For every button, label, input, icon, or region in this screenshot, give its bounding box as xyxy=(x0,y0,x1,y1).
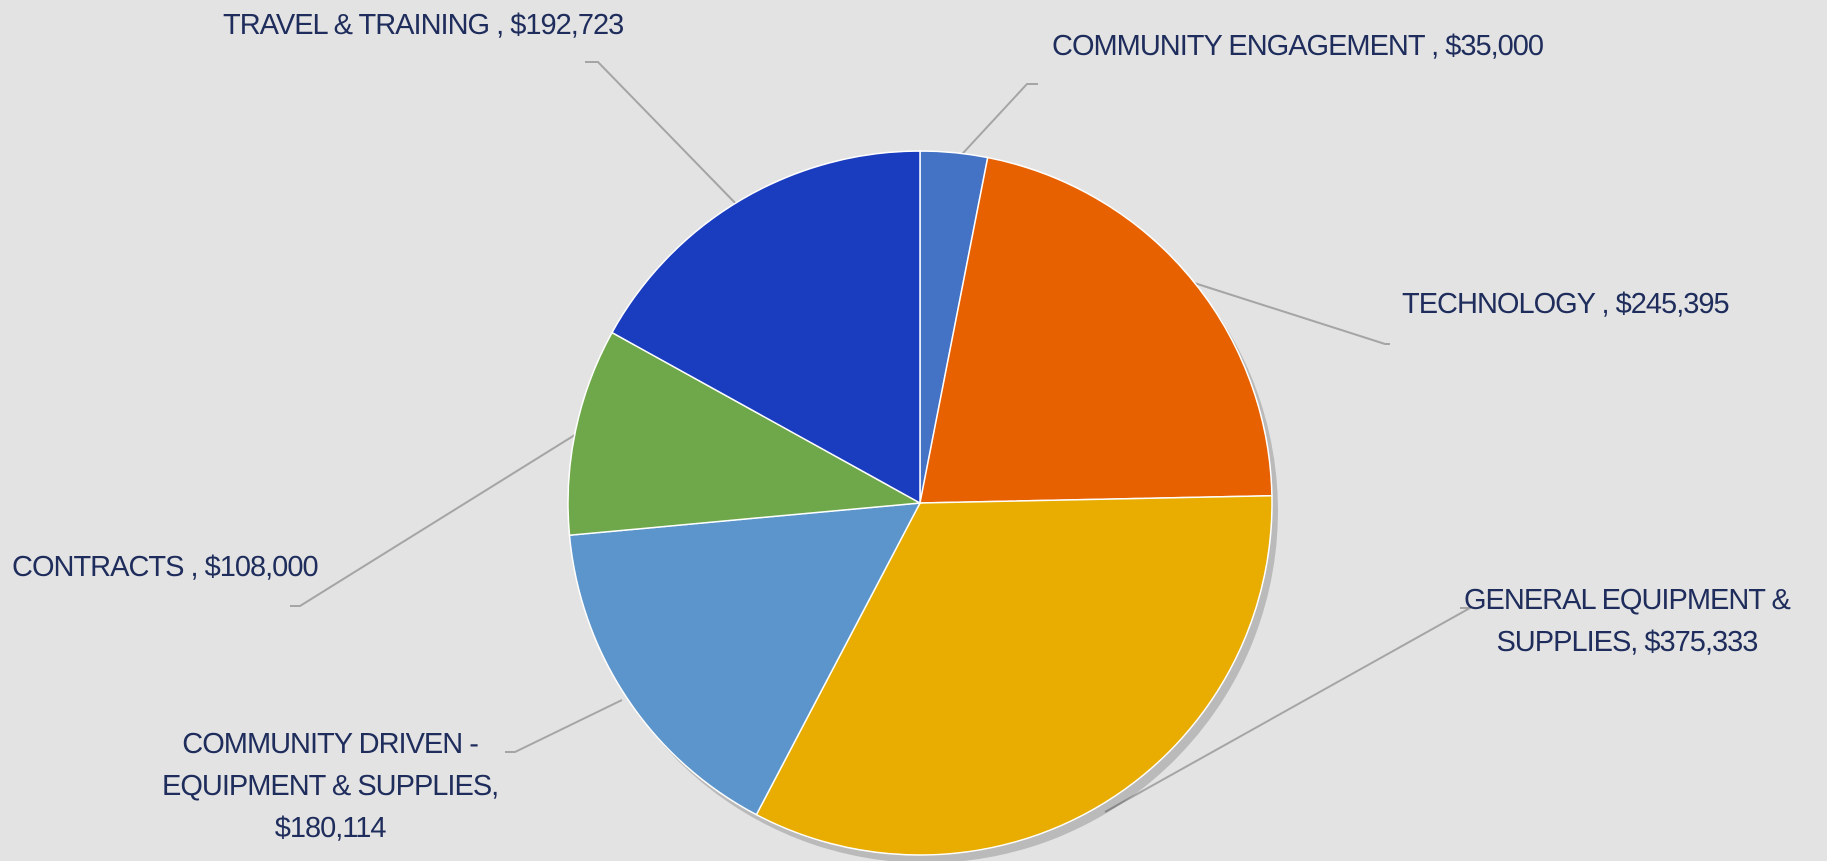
label-line: COMMUNITY ENGAGEMENT , $35,000 xyxy=(1052,30,1544,62)
leader-line xyxy=(290,432,579,607)
slice-travel-training xyxy=(610,150,921,505)
slice-contracts xyxy=(567,331,923,537)
slice-general-equipment xyxy=(755,494,1273,856)
leader-line xyxy=(951,83,1038,166)
label-technology: TECHNOLOGY , $245,395 xyxy=(1402,283,1730,325)
label-contracts: CONTRACTS , $108,000 xyxy=(12,546,319,588)
leader-line xyxy=(585,61,743,211)
label-line: TRAVEL & TRAINING , $192,723 xyxy=(223,9,624,41)
slice-community-driven xyxy=(568,502,922,816)
label-line: CONTRACTS , $108,000 xyxy=(12,551,319,583)
label-line: GENERAL EQUIPMENT & xyxy=(1464,584,1791,616)
label-general-equipment: GENERAL EQUIPMENT & SUPPLIES, $375,333 xyxy=(1464,579,1791,663)
label-line: EQUIPMENT & SUPPLIES, xyxy=(162,770,499,802)
label-line: SUPPLIES, $375,333 xyxy=(1496,626,1758,658)
leader-line xyxy=(505,699,623,753)
label-line: TECHNOLOGY , $245,395 xyxy=(1402,288,1730,320)
leader-line xyxy=(1187,280,1390,345)
label-community-driven: COMMUNITY DRIVEN - EQUIPMENT & SUPPLIES,… xyxy=(162,723,499,849)
leader-line xyxy=(1104,607,1474,813)
label-community-engagement: COMMUNITY ENGAGEMENT , $35,000 xyxy=(1052,25,1544,67)
slice-technology xyxy=(919,156,1273,504)
label-travel-training: TRAVEL & TRAINING , $192,723 xyxy=(223,4,624,46)
label-line: $180,114 xyxy=(274,812,387,844)
label-line: COMMUNITY DRIVEN - xyxy=(182,728,479,760)
